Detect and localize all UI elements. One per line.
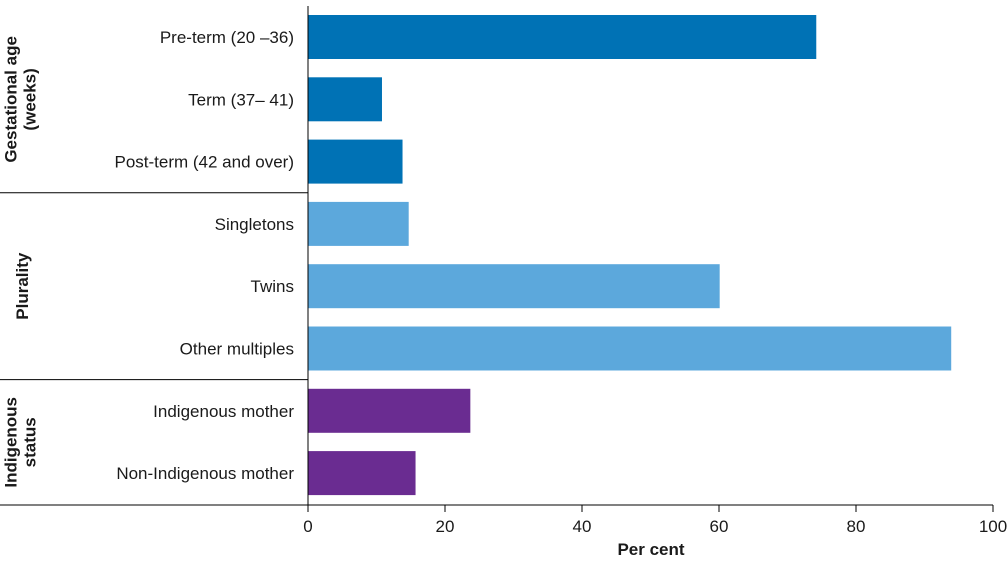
- group-label-line: Indigenous: [2, 397, 21, 488]
- group-label-line: Plurality: [13, 252, 32, 320]
- bar-2-0: [308, 388, 471, 433]
- bar-1-0: [308, 201, 409, 246]
- axes: [0, 6, 993, 506]
- category-label: Term (37– 41): [188, 90, 294, 109]
- x-axis-title: Per cent: [617, 540, 684, 559]
- group-label-0: Gestational age(weeks): [2, 36, 40, 163]
- bar-0-1: [308, 77, 382, 122]
- bar-0-2: [308, 139, 403, 184]
- x-tick-label: 20: [436, 517, 455, 536]
- group-label-1: Plurality: [13, 252, 32, 320]
- x-tick-label: 100: [979, 517, 1007, 536]
- group-label-line: Gestational age: [2, 36, 21, 163]
- bar-1-2: [308, 326, 952, 371]
- category-label: Singletons: [215, 215, 294, 234]
- group-label-2: Indigenousstatus: [2, 397, 40, 488]
- category-label: Pre-term (20 –36): [160, 28, 294, 47]
- bar-2-1: [308, 451, 416, 496]
- category-label: Twins: [251, 277, 294, 296]
- x-tick-label: 40: [573, 517, 592, 536]
- category-label: Indigenous mother: [153, 402, 294, 421]
- category-label: Non-Indigenous mother: [116, 464, 294, 483]
- bar-1-1: [308, 264, 720, 309]
- x-tick-label: 0: [303, 517, 312, 536]
- bars-layer: [308, 15, 952, 496]
- x-tick-label: 80: [847, 517, 866, 536]
- x-tick-label: 60: [710, 517, 729, 536]
- category-labels: Pre-term (20 –36) Term (37– 41) Post-term …: [114, 28, 294, 483]
- category-label: Other multiples: [180, 340, 294, 359]
- bar-0-0: [308, 15, 817, 59]
- group-label-line: status: [21, 417, 40, 467]
- x-axis-ticks: 0 20 40 60 80 100: [303, 505, 1007, 536]
- category-label: Post-term (42 and over): [114, 153, 294, 172]
- group-labels: Gestational age(weeks) Plurality Indigenou…: [2, 36, 40, 488]
- group-label-line: (weeks): [21, 68, 40, 130]
